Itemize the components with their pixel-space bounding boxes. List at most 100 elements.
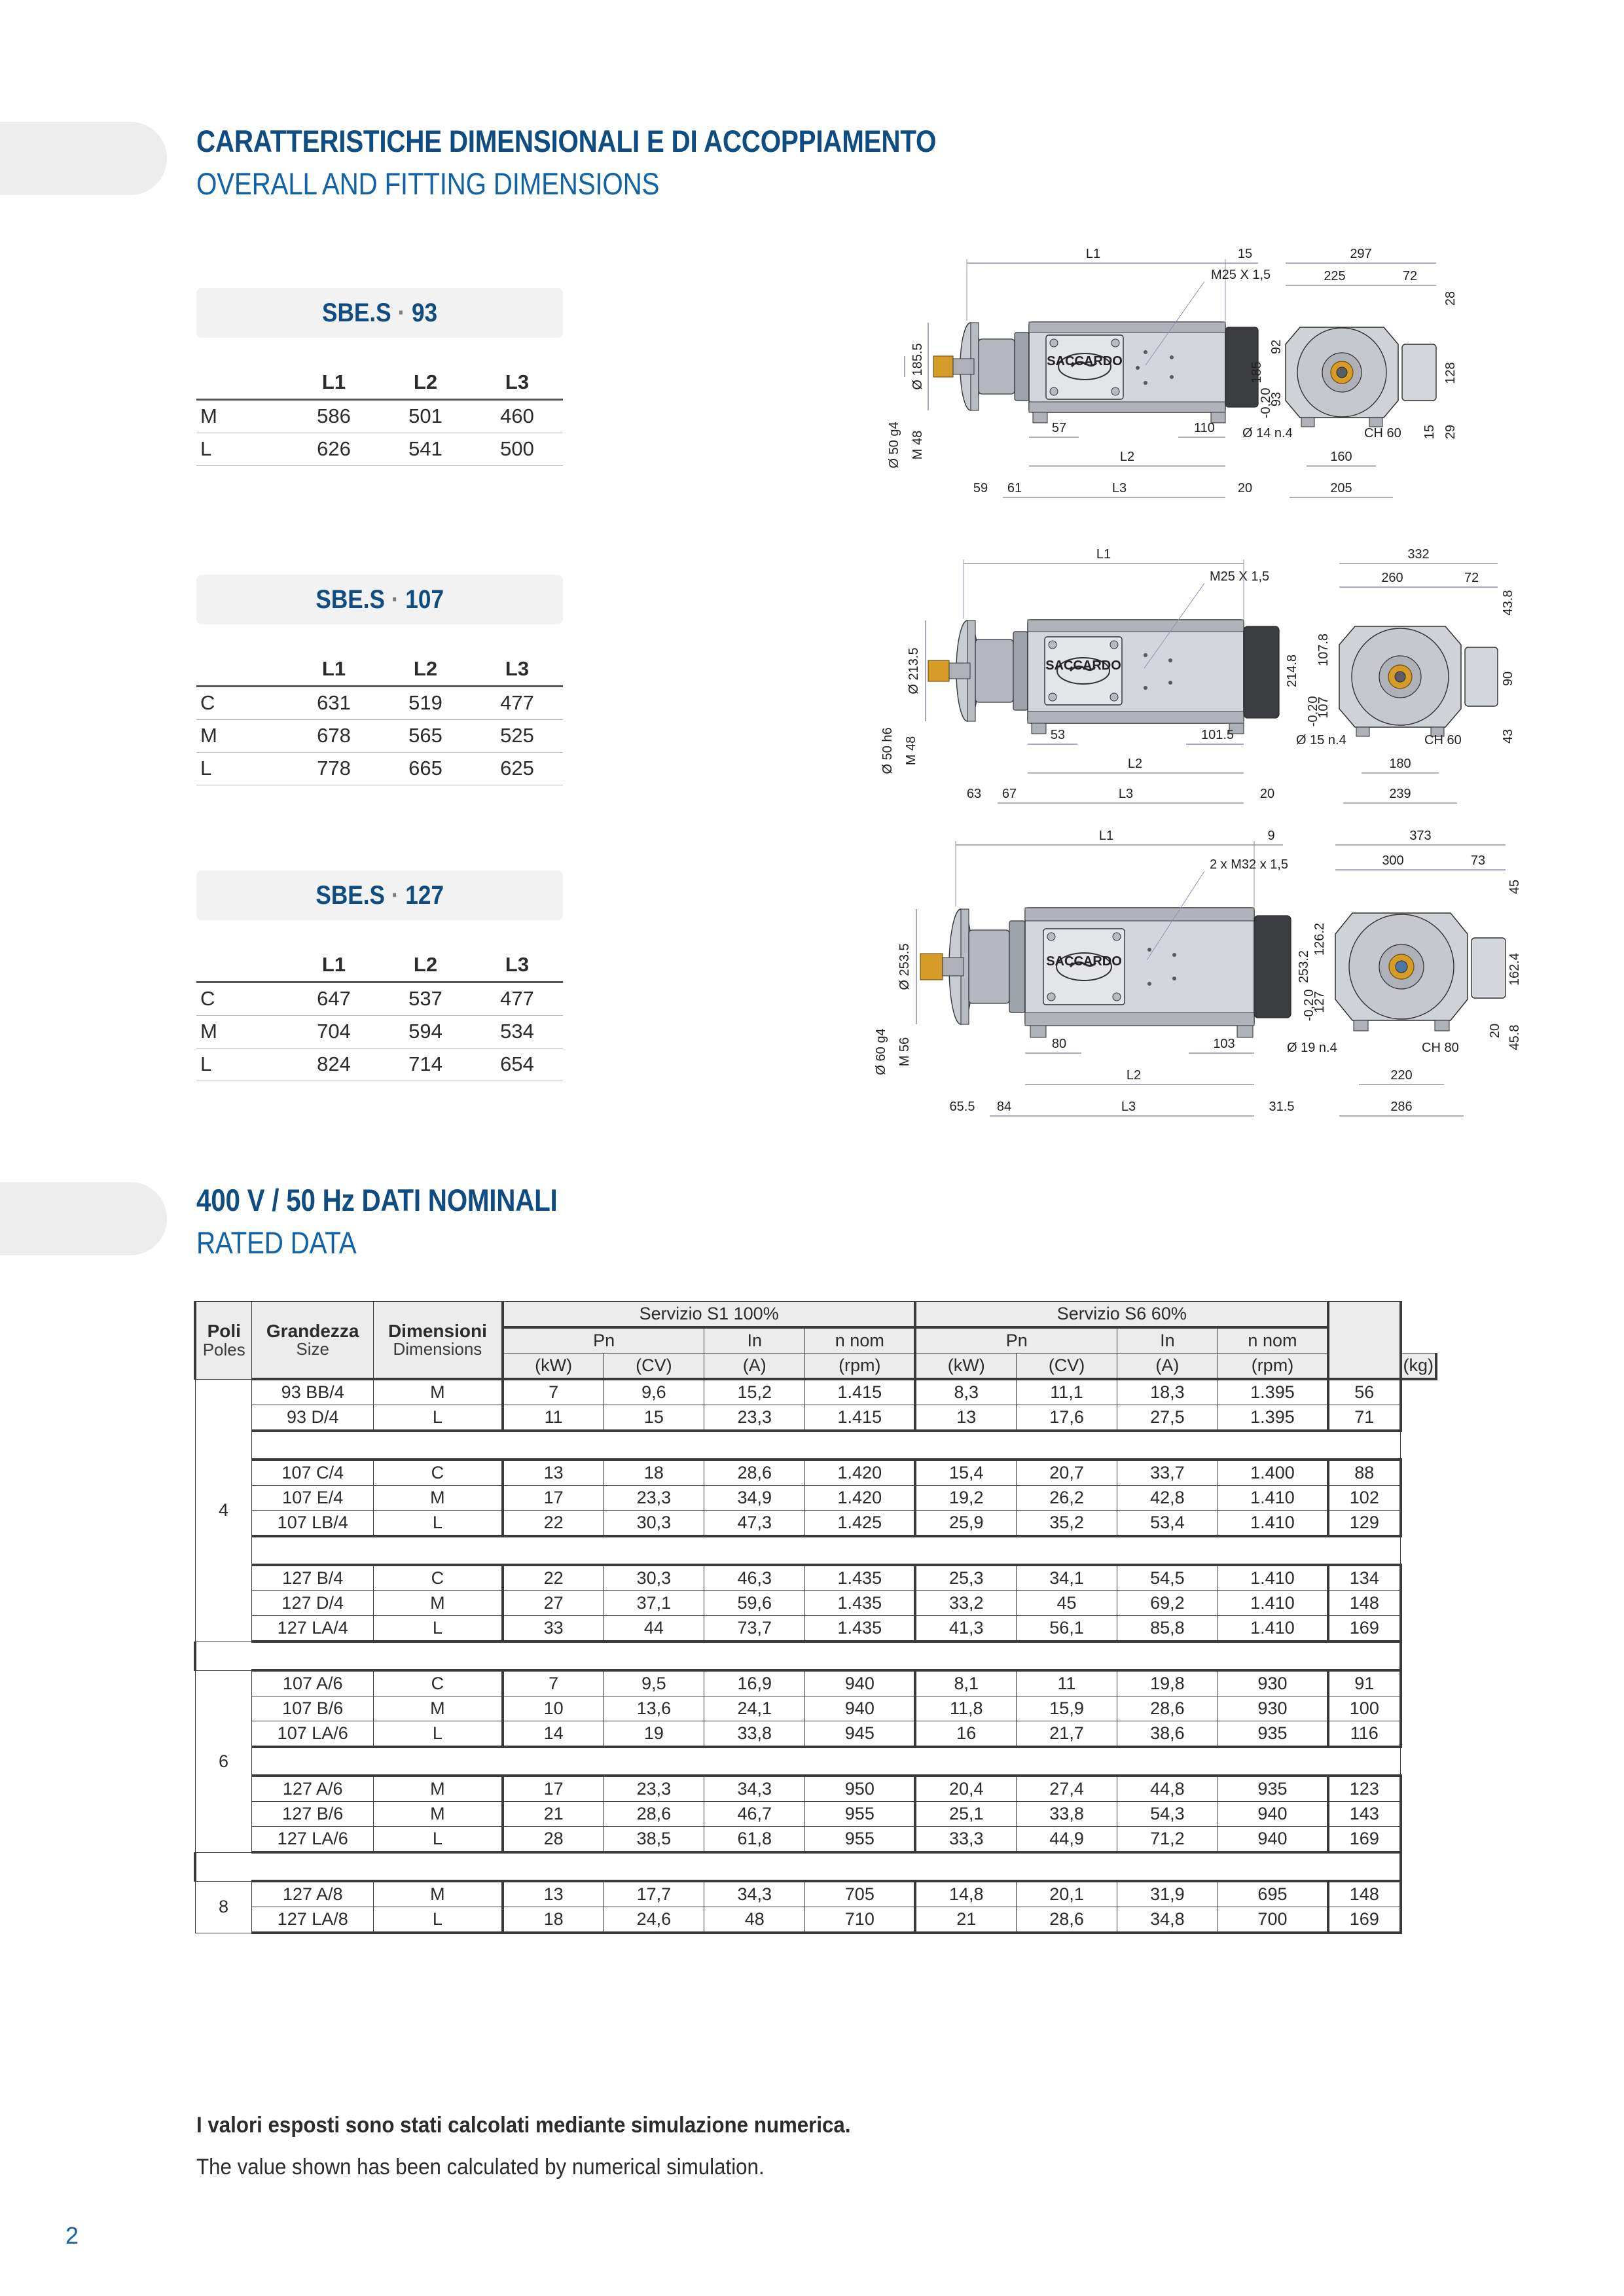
cell-s6-cv: 20,1 [1016, 1880, 1118, 1907]
cell-s1-cv: 44 [603, 1615, 705, 1643]
size-en: Size [296, 1339, 329, 1359]
col-head-l3: L3 [505, 657, 530, 680]
cell-s6-kw: 25,3 [914, 1564, 1017, 1591]
dimension-block-93: SBE.S · 93 L1 L2 L3 M 586 501 460 L 626 … [196, 288, 563, 466]
dim-214-8: 214.8 [1285, 655, 1299, 687]
cell-s6-cv: 20,7 [1016, 1458, 1118, 1486]
sub-head-s6-nnom: n nom [1217, 1327, 1330, 1354]
cell-size: 127 D/4 [251, 1590, 374, 1616]
unit-kg: (kg) [1400, 1353, 1437, 1380]
cell-dimension: L [372, 1615, 504, 1643]
dim-shaft-thread: M 48 [911, 431, 925, 459]
table-row: 127 B/6 M 21 28,6 46,7 955 25,1 33,8 54,3 940 143 [195, 1801, 1436, 1827]
table-row: M 678 565 525 [196, 719, 563, 753]
row-label: M [200, 404, 217, 427]
cell-weight: 169 [1327, 1826, 1402, 1854]
cell-s1-kw: 17 [502, 1774, 604, 1802]
cell-s6-a: 44,8 [1117, 1774, 1218, 1802]
cell-l3: 477 [500, 691, 534, 714]
brand-logo-icon: SACCARDO [1045, 657, 1121, 685]
dim-65-5: 65.5 [950, 1100, 975, 1114]
brand-text: SACCARDO [1046, 954, 1122, 969]
cell-s1-kw: 18 [502, 1907, 604, 1934]
cell-s1-kw: 21 [502, 1801, 604, 1827]
unit-s1-rpm: (rpm) [804, 1353, 917, 1380]
dim-67: 67 [1002, 787, 1017, 801]
dim-29: 29 [1443, 425, 1458, 439]
dim-59: 59 [973, 481, 988, 495]
dim-hole-callout: Ø 14 n.4 [1242, 426, 1293, 440]
dim-flange-dia: Ø 213.5 [907, 647, 921, 694]
cell-weight: 88 [1327, 1458, 1402, 1486]
dim-shaft-thread: M 56 [897, 1037, 912, 1066]
cell-s6-rpm: 930 [1217, 1669, 1330, 1696]
poles-en: Poles [202, 1339, 245, 1359]
cell-s1-cv: 23,3 [603, 1485, 705, 1511]
dim-20: 20 [1488, 1024, 1502, 1038]
rated-data-body: 4 93 BB/4 M 7 9,6 15,2 1.415 8,3 11,1 18,3 1.395 56… [194, 1378, 1436, 1934]
cell-s1-cv: 30,3 [603, 1510, 705, 1537]
table-row: C 631 519 477 [196, 686, 563, 720]
row-label: M [200, 724, 217, 747]
row-label: L [200, 437, 212, 460]
dim-73: 73 [1471, 853, 1485, 868]
dim-160: 160 [1330, 450, 1352, 464]
cell-s6-rpm: 695 [1217, 1880, 1330, 1907]
spacer-cell [194, 1641, 1402, 1671]
dimension-annotations-107-side: L1 M25 X 1,5 Ø 213.5 Ø 50 h6 M 48 53 101… [880, 547, 1299, 804]
cell-size: 127 LA/4 [251, 1615, 374, 1643]
cell-s6-cv: 11,1 [1016, 1378, 1118, 1405]
table-row: C 647 537 477 [196, 982, 563, 1016]
cell-s1-a: 23,3 [704, 1405, 806, 1432]
dim-110: 110 [1194, 421, 1215, 435]
table-row: 107 E/4 M 17 23,3 34,9 1.420 19,2 26,2 42,8 1.410… [195, 1485, 1436, 1511]
cell-weight: 169 [1327, 1907, 1402, 1934]
dim-tol-bot: -0,2 [1302, 999, 1316, 1021]
cell-l3: 625 [500, 757, 534, 780]
cell-dimension: M [372, 1801, 504, 1827]
dim-flange-dia: Ø 253.5 [897, 943, 912, 990]
dim-thread-callout: 2 x M32 x 1,5 [1210, 857, 1288, 872]
cell-s6-cv: 45 [1016, 1590, 1118, 1616]
cell-l1: 704 [317, 1020, 351, 1043]
dim-ch: CH 60 [1364, 426, 1401, 440]
cell-s6-a: 27,5 [1117, 1405, 1218, 1432]
dim-300: 300 [1382, 853, 1403, 868]
cell-s1-rpm: 705 [804, 1880, 917, 1907]
dim-l3: L3 [1112, 481, 1127, 495]
dim-20: 20 [1238, 481, 1252, 495]
dim-thread-callout: M25 X 1,5 [1210, 569, 1269, 584]
cell-s6-kw: 11,8 [914, 1696, 1017, 1721]
table-row: 107 LA/6 L 14 19 33,8 945 16 21,7 38,6 935 116 [195, 1721, 1436, 1748]
dim-top-right: 15 [1238, 247, 1252, 261]
cell-s1-kw: 10 [502, 1696, 604, 1721]
dim-l1: L1 [1086, 247, 1100, 261]
cell-s6-cv: 27,4 [1016, 1774, 1118, 1802]
cell-s6-cv: 35,2 [1016, 1510, 1118, 1537]
dim-107: 107 [1316, 696, 1331, 718]
cell-s1-kw: 11 [502, 1405, 604, 1432]
cell-s1-kw: 28 [502, 1826, 604, 1854]
col-head-l1: L1 [321, 657, 346, 680]
motor-end-view-93 [1285, 327, 1437, 427]
cell-s6-rpm: 1.395 [1217, 1405, 1330, 1432]
table-row: L 824 714 654 [196, 1048, 563, 1081]
dim-l2: L2 [1127, 1068, 1141, 1083]
table-row: 6 107 A/6 C 7 9,5 16,9 940 8,1 11 19,8 930 91 [194, 1669, 1436, 1853]
cell-size: 93 D/4 [251, 1405, 374, 1432]
cell-s1-cv: 30,3 [603, 1564, 705, 1591]
section-heading-rated: 400 V / 50 Hz DATI NOMINALI RATED DATA [196, 1182, 616, 1261]
cell-s1-kw: 27 [502, 1590, 604, 1616]
cell-s1-kw: 13 [502, 1880, 604, 1907]
model-size: 127 [405, 880, 444, 910]
col-head-l3: L3 [505, 370, 530, 393]
cell-l1: 647 [317, 987, 351, 1010]
group-head-service-s6: Servizio S6 60% [914, 1301, 1330, 1329]
cell-weight: 102 [1327, 1485, 1402, 1511]
cell-s6-rpm: 940 [1217, 1826, 1330, 1854]
dim-80: 80 [1052, 1037, 1066, 1051]
section-title-en: RATED DATA [196, 1225, 357, 1260]
cell-dimension: C [372, 1669, 504, 1696]
dim-107-8: 107.8 [1316, 634, 1331, 666]
cell-s1-rpm: 1.435 [804, 1564, 917, 1591]
